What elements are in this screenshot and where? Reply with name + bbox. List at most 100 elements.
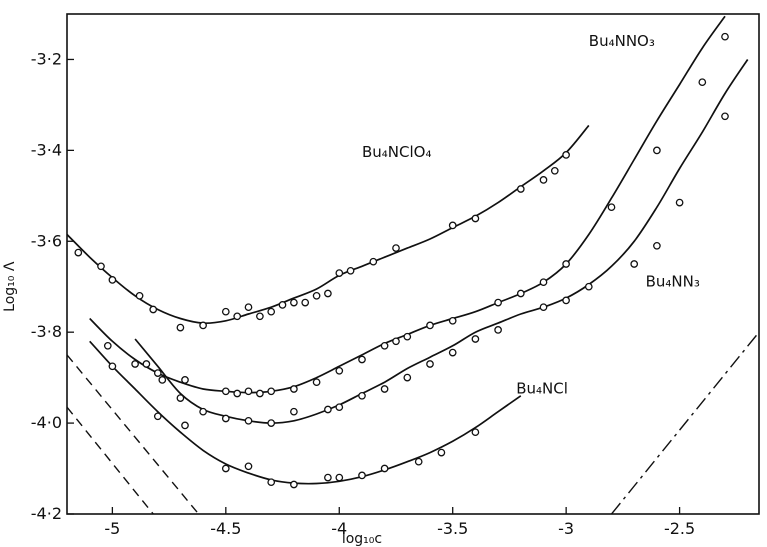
series-1-point [267, 307, 276, 316]
series-3-point [562, 296, 570, 305]
series-2-point [653, 146, 661, 155]
series-1-point [74, 248, 83, 257]
x-axis-label: log₁₀c [342, 531, 382, 547]
series-2-point [335, 366, 344, 375]
series-1-point [221, 307, 230, 316]
series-3-point [176, 394, 185, 402]
data-points [74, 32, 729, 489]
series-3-point [244, 416, 253, 425]
series-2-point [516, 289, 525, 298]
series-1-point [108, 276, 117, 284]
series-1-label: Bu₄NClO₄ [362, 143, 432, 161]
series-1-point [278, 301, 287, 309]
series-3-point [426, 360, 434, 368]
series-1-point [392, 244, 400, 252]
series-1-point [516, 185, 525, 193]
reference-line-2 [67, 406, 154, 514]
series-3-point [403, 373, 412, 382]
y-tick-label: -3·2 [31, 49, 62, 68]
series-3-point [539, 303, 548, 312]
series-2-point [103, 341, 112, 350]
reference-lines [67, 331, 759, 514]
series-1-point [539, 176, 548, 184]
y-tick-label: -3·6 [31, 231, 62, 250]
series-2-point [358, 355, 366, 364]
series-4-point [380, 464, 389, 473]
series-3-point [721, 112, 729, 121]
series-4-label: Bu₄NCl [516, 380, 568, 398]
series-3-point [675, 198, 684, 207]
series-3-point [448, 348, 457, 357]
series-1-point [562, 151, 570, 159]
series-1-point [176, 323, 185, 332]
series-2-point [392, 337, 400, 346]
series-3-point [324, 405, 332, 414]
y-axis-label: Log₁₀ Λ [2, 261, 18, 312]
series-2-point [426, 321, 434, 330]
series-1-point [369, 257, 378, 266]
series-3-point [290, 407, 298, 416]
y-tick-label: -3·4 [31, 140, 62, 159]
series-4-point [358, 471, 366, 480]
series-4-point [324, 473, 332, 482]
series-2-point [380, 341, 389, 350]
series-4-point [290, 480, 298, 489]
series-4-point [414, 457, 423, 466]
reference-line-1 [67, 354, 200, 514]
series-3-curve [134, 59, 749, 424]
series-1-point [312, 291, 321, 300]
series-2-point [256, 389, 264, 398]
series-labels: Bu₄NClO₄ Bu₄NNO₃ Bu₄NN₃ Bu₄NCl [362, 32, 700, 398]
fitted-curves [67, 15, 749, 485]
y-tick-label: -4·0 [31, 413, 62, 432]
series-2-point [403, 332, 412, 341]
series-1-point [335, 269, 344, 277]
x-tick-label: -2.5 [664, 519, 695, 538]
series-4-point [437, 448, 446, 457]
x-axis-ticks: -5 -4.5 -4 -3.5 -3 -2.5 [104, 507, 695, 538]
x-tick-label: -4 [331, 519, 347, 538]
series-1-point [550, 166, 559, 175]
series-1-point [135, 291, 144, 300]
series-2-point [267, 387, 276, 396]
series-1-point [199, 321, 207, 330]
series-2-label: Bu₄NNO₃ [589, 32, 655, 50]
series-3-point [142, 360, 151, 368]
series-2-point [233, 389, 242, 398]
series-3-point [158, 376, 167, 384]
series-3-point [221, 414, 230, 423]
series-2-point [181, 376, 189, 384]
series-3-point [335, 403, 344, 412]
series-4-point [108, 362, 117, 371]
reference-line-3 [610, 331, 759, 514]
series-3-point [358, 391, 366, 400]
series-3-label: Bu₄NN₃ [646, 273, 700, 291]
series-3-point [380, 385, 389, 393]
series-2-point [721, 32, 729, 41]
series-1-point [97, 262, 105, 271]
y-tick-label: -3·8 [31, 322, 62, 341]
series-1-point [324, 289, 332, 298]
y-axis-ticks: -3·2 -3·4 -3·6 -3·8 -4·0 -4·2 [31, 49, 74, 523]
x-tick-label: -4.5 [210, 519, 241, 538]
series-3-point [653, 241, 661, 250]
series-2-point [448, 316, 457, 325]
series-4-point [267, 478, 276, 487]
series-1-point [233, 312, 242, 321]
series-4-point [471, 428, 480, 437]
series-1-point [471, 214, 480, 223]
x-tick-label: -3.5 [437, 519, 468, 538]
series-1-point [301, 298, 310, 307]
series-1-point [290, 298, 298, 307]
series-2-point [312, 378, 321, 387]
series-2-point [153, 369, 162, 377]
series-2-point [244, 387, 253, 396]
series-1-point [346, 266, 355, 275]
series-3-point [494, 326, 502, 334]
series-1-point [256, 312, 264, 321]
plot-frame [66, 13, 760, 515]
series-2-point [221, 387, 230, 396]
series-2-point [698, 78, 707, 87]
series-2-point [131, 360, 139, 368]
